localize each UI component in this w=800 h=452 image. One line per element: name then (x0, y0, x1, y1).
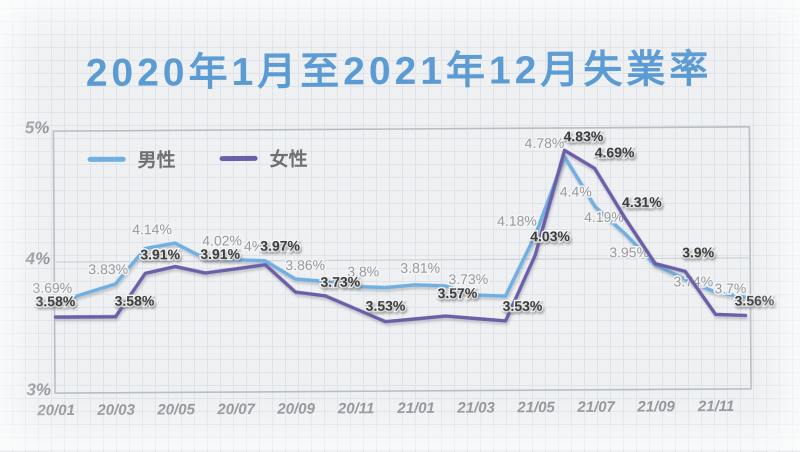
x-tick-label: 21/01 (396, 400, 435, 417)
female-series-line (53, 148, 748, 324)
male-data-label: 4.18% (497, 213, 537, 229)
male-series-line (53, 155, 748, 305)
female-data-label: 4.83% (564, 128, 604, 144)
male-data-label: 4.4% (560, 183, 592, 199)
male-data-label: 4.14% (132, 221, 172, 237)
female-data-label: 3.73% (320, 274, 360, 290)
male-data-label: 4.02% (202, 232, 242, 248)
x-tick-label: 20/03 (96, 402, 135, 419)
female-data-label: 3.58% (36, 293, 76, 309)
female-data-label: 3.97% (260, 238, 300, 254)
male-line-swatch (87, 156, 126, 162)
male-data-label: 4.78% (525, 135, 565, 151)
legend: 男性 女性 (87, 145, 308, 173)
x-tick-label: 21/07 (576, 399, 615, 416)
legend-label-female: 女性 (269, 149, 308, 171)
female-data-label: 3.57% (438, 285, 478, 301)
female-data-label: 3.91% (140, 246, 180, 262)
female-data-label: 3.53% (503, 298, 543, 314)
x-tick-label: 20/05 (156, 401, 195, 418)
legend-item-male: 男性 (87, 145, 176, 173)
male-data-label: 3.73% (448, 271, 488, 287)
female-data-label: 3.53% (366, 298, 406, 314)
x-tick-label: 20/11 (337, 400, 375, 417)
female-data-label: 4.69% (595, 144, 635, 160)
x-tick-label: 20/09 (276, 401, 315, 418)
x-tick-label: 21/09 (636, 398, 675, 415)
female-data-label: 4.31% (622, 194, 662, 210)
x-tick-label: 21/03 (456, 399, 495, 416)
male-data-label: 3.7% (714, 280, 746, 296)
female-data-label: 3.58% (115, 293, 155, 309)
y-tick-label: 3% (26, 380, 51, 399)
male-data-label: 3.86% (285, 257, 325, 273)
female-data-label: 3.56% (735, 292, 775, 308)
gridline-4% (54, 257, 751, 263)
female-data-label: 3.91% (200, 246, 240, 262)
y-tick-label: 5% (25, 118, 50, 137)
male-data-label: 3.83% (88, 261, 128, 277)
female-line-swatch (219, 155, 258, 162)
x-tick-label: 20/01 (36, 402, 75, 419)
legend-item-female: 女性 (219, 145, 308, 173)
male-data-label: 3.81% (400, 260, 440, 276)
male-data-label: 4% (244, 238, 264, 254)
female-data-label: 3.9% (682, 244, 715, 260)
y-tick-label: 4% (25, 249, 51, 268)
x-tick-label: 21/05 (516, 399, 555, 416)
chart-title: 2020年1月至2021年12月失業率 (85, 48, 713, 95)
x-tick-label: 21/11 (697, 398, 735, 415)
male-data-label: 3.69% (32, 280, 72, 296)
male-data-label: 3.95% (609, 244, 649, 260)
female-data-label: 4.03% (530, 228, 570, 244)
x-tick-label: 20/07 (216, 401, 255, 418)
male-data-label: 4.19% (584, 209, 624, 225)
male-data-label: 3.8% (347, 263, 379, 279)
legend-label-male: 男性 (137, 150, 176, 172)
